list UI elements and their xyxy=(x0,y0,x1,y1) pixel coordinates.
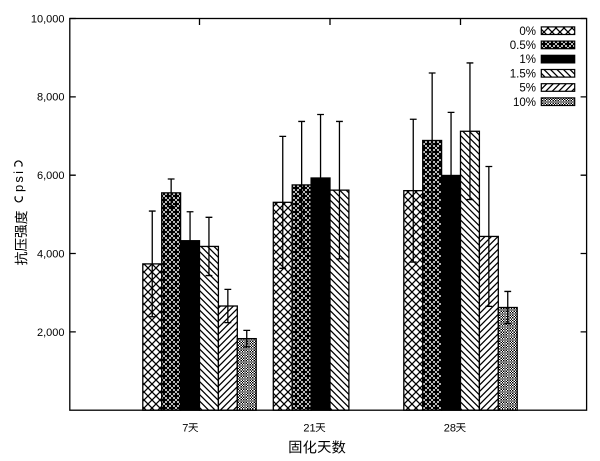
svg-text:4,000: 4,000 xyxy=(37,248,65,260)
svg-text:10,000: 10,000 xyxy=(31,13,65,25)
svg-text:7: 7 xyxy=(182,422,188,434)
svg-text:0%: 0% xyxy=(519,26,536,38)
svg-text:2,000: 2,000 xyxy=(37,327,65,339)
svg-text:psi: psi xyxy=(11,169,26,192)
svg-text:6,000: 6,000 xyxy=(37,170,65,182)
svg-text:10%: 10% xyxy=(513,97,536,109)
svg-text:1%: 1% xyxy=(519,54,536,66)
svg-text:21: 21 xyxy=(303,422,315,434)
svg-text:0.5%: 0.5% xyxy=(510,40,536,52)
svg-text:1.5%: 1.5% xyxy=(510,68,536,80)
svg-text:28: 28 xyxy=(444,422,456,434)
svg-text:5%: 5% xyxy=(519,83,536,95)
svg-text:8,000: 8,000 xyxy=(37,92,65,104)
